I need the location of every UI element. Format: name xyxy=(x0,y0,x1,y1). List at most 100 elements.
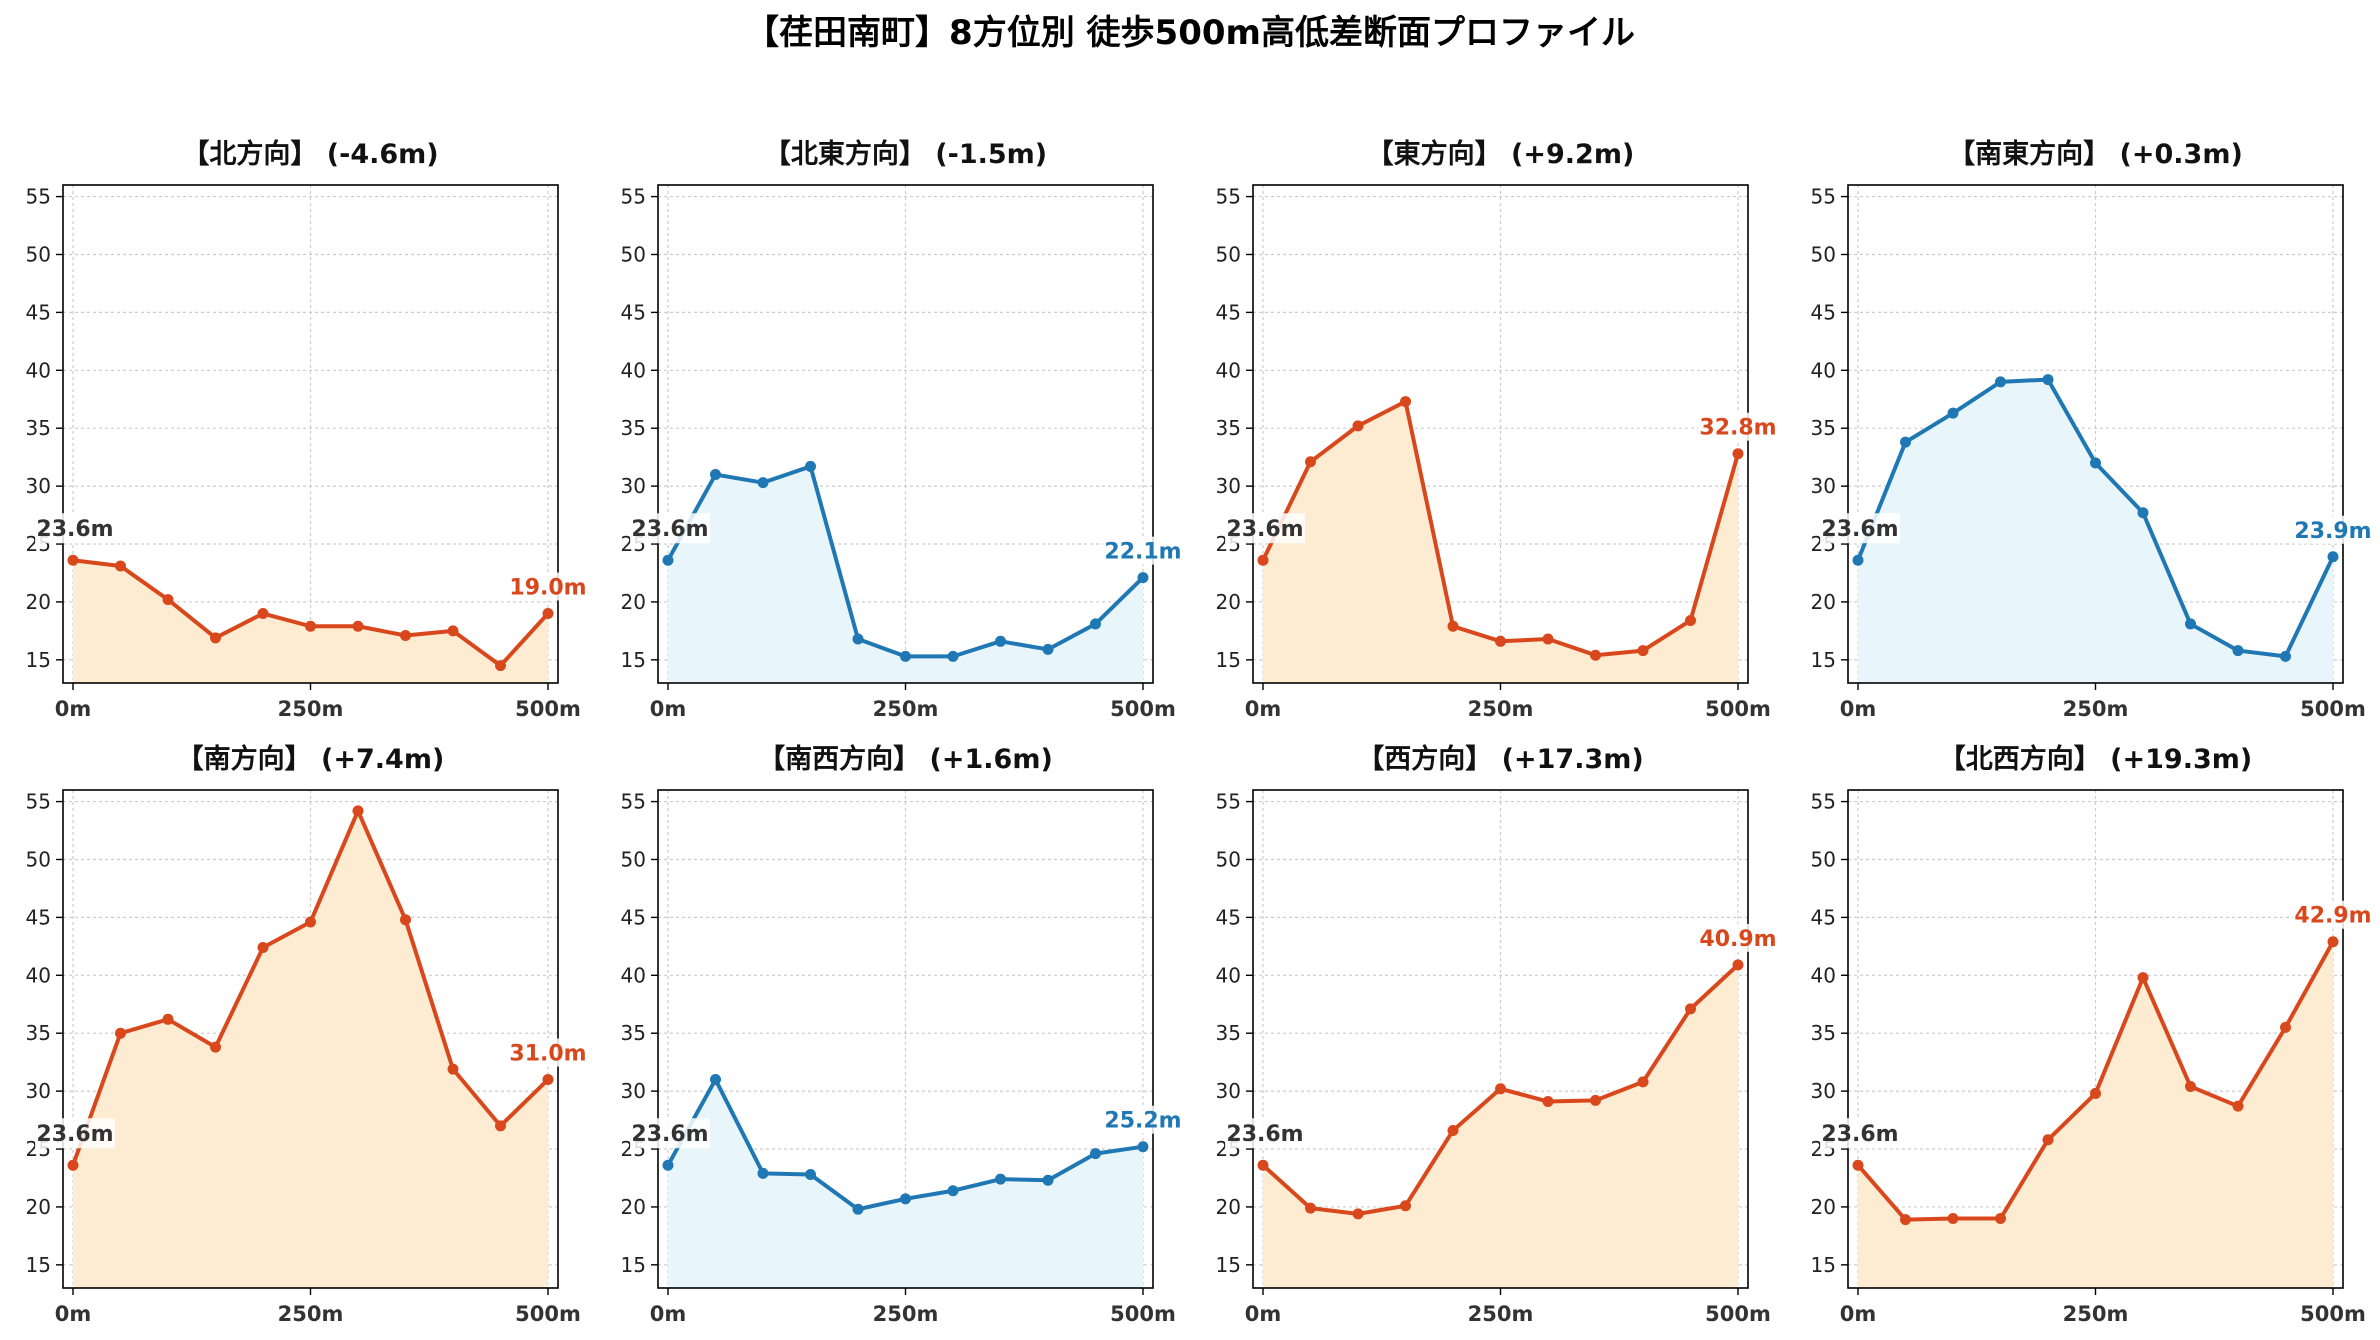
x-tick-label: 0m xyxy=(1840,697,1877,721)
data-point xyxy=(1495,1083,1506,1095)
start-label: 23.6m xyxy=(36,517,113,542)
x-tick-label: 0m xyxy=(650,697,687,721)
x-tick-label: 500m xyxy=(1110,1302,1176,1326)
end-label-background xyxy=(2293,900,2373,929)
y-tick-label: 50 xyxy=(26,242,51,266)
data-point xyxy=(542,608,554,620)
data-point xyxy=(352,620,364,632)
x-tick-label: 250m xyxy=(2063,1302,2129,1326)
y-tick-label: 30 xyxy=(26,474,51,498)
y-tick-label: 40 xyxy=(1216,358,1241,382)
area-fill xyxy=(1263,401,1738,683)
data-point xyxy=(1995,376,2006,388)
data-point xyxy=(257,608,269,620)
y-tick-label: 30 xyxy=(1811,1079,1836,1103)
y-tick-label: 30 xyxy=(621,474,646,498)
data-point xyxy=(1637,1076,1649,1088)
data-point xyxy=(852,1203,864,1215)
y-tick-label: 45 xyxy=(1811,300,1836,324)
panel-title: 【東方向】 (+9.2m) xyxy=(1367,138,1635,170)
data-point xyxy=(257,942,269,954)
end-label-background xyxy=(1103,1105,1183,1134)
y-tick-label: 55 xyxy=(621,185,646,209)
x-tick-label: 500m xyxy=(2300,1302,2366,1326)
y-tick-label: 45 xyxy=(1216,905,1241,929)
data-point xyxy=(805,460,816,472)
data-point xyxy=(1257,554,1269,566)
end-label-background xyxy=(1698,923,1778,952)
y-tick-label: 40 xyxy=(1811,963,1836,987)
panel-title: 【南西方向】 (+1.6m) xyxy=(758,743,1053,775)
panel-title: 【南東方向】 (+0.3m) xyxy=(1948,138,2243,170)
data-point xyxy=(1732,448,1744,460)
data-point xyxy=(115,560,126,572)
y-tick-label: 55 xyxy=(1811,790,1836,814)
x-tick-label: 0m xyxy=(1245,1302,1282,1326)
start-label-background xyxy=(1820,1118,1900,1149)
data-point xyxy=(447,1063,459,1075)
data-point xyxy=(2327,551,2339,563)
data-point xyxy=(2185,618,2196,630)
y-tick-label: 20 xyxy=(621,590,646,614)
data-point xyxy=(495,1120,506,1132)
data-point xyxy=(210,1041,221,1053)
data-point xyxy=(352,805,364,817)
y-tick-label: 20 xyxy=(621,1195,646,1219)
data-point xyxy=(2327,936,2339,948)
area-fill xyxy=(668,466,1143,683)
end-label: 42.9m xyxy=(2294,904,2371,929)
y-tick-label: 15 xyxy=(1216,1253,1241,1277)
y-tick-label: 35 xyxy=(26,1021,51,1045)
y-tick-label: 55 xyxy=(26,790,51,814)
data-point xyxy=(1257,1159,1269,1171)
x-tick-label: 250m xyxy=(873,1302,939,1326)
end-label-background xyxy=(508,1038,588,1067)
area-fill xyxy=(1263,964,1738,1288)
x-tick-label: 500m xyxy=(1110,697,1176,721)
data-point xyxy=(900,650,911,662)
x-tick-label: 500m xyxy=(1705,697,1771,721)
y-tick-label: 20 xyxy=(1216,590,1241,614)
x-tick-label: 0m xyxy=(55,697,92,721)
x-tick-label: 500m xyxy=(1705,1302,1771,1326)
y-tick-label: 30 xyxy=(621,1079,646,1103)
x-tick-label: 250m xyxy=(2063,697,2129,721)
data-point xyxy=(1090,1148,1101,1160)
data-point xyxy=(710,1074,721,1086)
data-point xyxy=(2232,645,2244,657)
data-point xyxy=(2137,972,2149,984)
y-tick-label: 45 xyxy=(1216,300,1241,324)
y-tick-label: 40 xyxy=(621,358,646,382)
data-point xyxy=(1447,1124,1459,1136)
data-point xyxy=(1995,1213,2006,1225)
y-tick-label: 55 xyxy=(1216,790,1241,814)
end-label: 25.2m xyxy=(1104,1109,1181,1134)
data-point xyxy=(67,554,79,566)
x-tick-label: 250m xyxy=(1468,1302,1534,1326)
end-label-background xyxy=(508,572,588,601)
area-fill xyxy=(1858,941,2333,1288)
data-point xyxy=(947,650,959,662)
data-point xyxy=(1685,1003,1696,1015)
end-label: 19.0m xyxy=(509,576,586,601)
x-tick-label: 250m xyxy=(1468,697,1534,721)
y-tick-label: 40 xyxy=(26,963,51,987)
data-point xyxy=(662,1159,674,1171)
y-tick-label: 15 xyxy=(26,1253,51,1277)
data-point xyxy=(1732,959,1744,971)
y-tick-label: 35 xyxy=(26,416,51,440)
x-tick-label: 0m xyxy=(1245,697,1282,721)
area-fill xyxy=(73,560,548,683)
data-point xyxy=(447,625,459,637)
y-tick-label: 15 xyxy=(1811,648,1836,672)
x-tick-label: 0m xyxy=(55,1302,92,1326)
area-fill xyxy=(73,810,548,1288)
x-tick-label: 500m xyxy=(2300,697,2366,721)
data-point xyxy=(662,554,674,566)
data-point xyxy=(1400,396,1411,408)
panel-title: 【南方向】 (+7.4m) xyxy=(177,743,445,775)
start-label-background xyxy=(630,1118,710,1149)
